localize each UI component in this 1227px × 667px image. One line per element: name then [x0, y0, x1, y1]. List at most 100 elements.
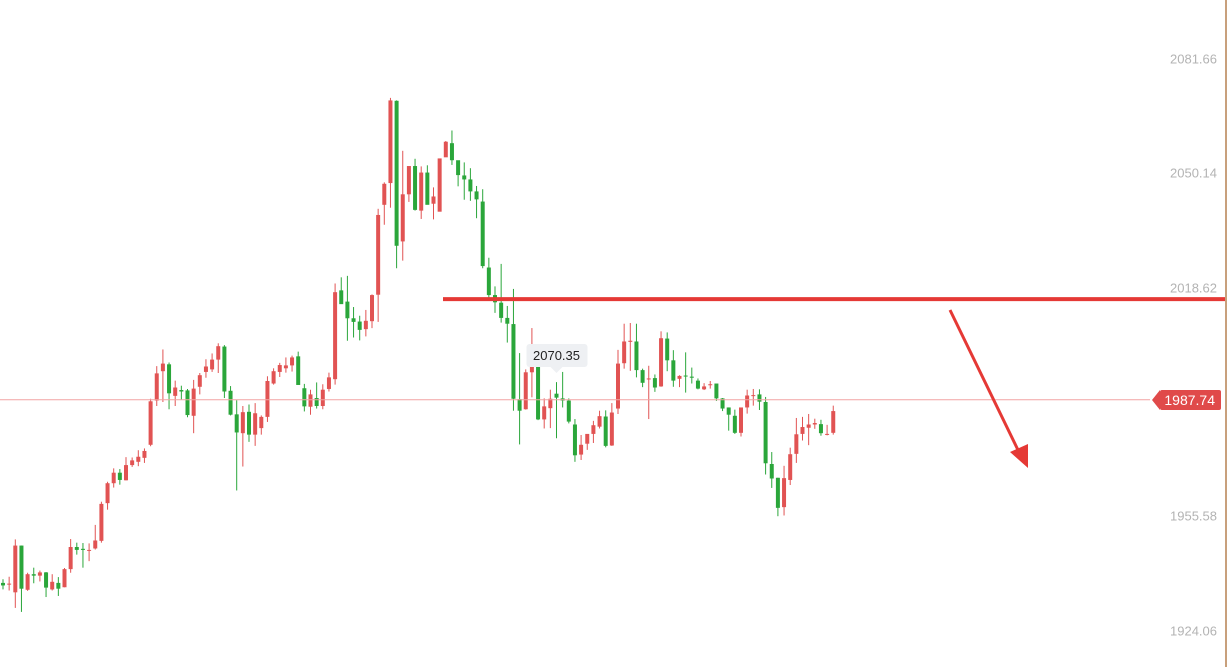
candle-body — [683, 375, 688, 377]
candle-body — [449, 143, 454, 161]
candle-body — [505, 317, 510, 324]
candle-body — [370, 295, 374, 322]
candle-body — [806, 424, 811, 428]
candle-body — [825, 433, 830, 435]
candle-body — [812, 423, 817, 425]
candle-body — [363, 320, 368, 330]
candle-body — [117, 472, 122, 480]
candle-body — [425, 172, 430, 205]
candle-body — [585, 433, 590, 444]
candle-body — [247, 411, 251, 435]
candle-body — [1, 582, 5, 586]
candle-body — [388, 100, 393, 184]
candle-body — [609, 412, 614, 446]
candle-body — [357, 321, 362, 330]
candle-body — [536, 353, 541, 420]
candle-body — [794, 434, 799, 454]
candle-body — [271, 371, 276, 384]
candle-body — [345, 301, 350, 319]
candle-body — [302, 388, 307, 407]
candle-body — [572, 424, 577, 456]
candle-body — [437, 158, 442, 212]
candle-body — [7, 583, 12, 585]
candle-body — [554, 393, 559, 398]
candle-body — [695, 380, 700, 389]
candle-body — [259, 416, 264, 429]
candle-body — [603, 416, 608, 446]
candle-body — [326, 377, 331, 389]
candle-body — [87, 549, 92, 551]
candle-body — [566, 400, 571, 422]
candle-body — [456, 160, 461, 176]
candle-body — [732, 415, 737, 433]
candle-body — [167, 364, 172, 394]
y-tick-label: 2050.14 — [1170, 165, 1217, 181]
candle-body — [419, 172, 424, 211]
candle-body — [634, 341, 639, 371]
candle-body — [548, 398, 553, 409]
candle-body — [671, 360, 676, 381]
candle-body — [763, 402, 768, 464]
candle-body — [74, 547, 79, 550]
y-tick-label: 1955.58 — [1170, 508, 1217, 524]
candle-body — [486, 267, 491, 296]
candle-body — [56, 582, 61, 589]
chart-right-border — [1225, 0, 1227, 667]
candle-body — [253, 413, 258, 435]
candle-body — [646, 378, 651, 380]
candle-body — [314, 398, 319, 406]
candle-body — [474, 191, 479, 200]
candle-body — [210, 359, 215, 370]
candle-body — [25, 574, 30, 590]
candle-body — [339, 290, 344, 305]
candle-body — [499, 302, 504, 318]
candle-body — [44, 572, 49, 588]
candle-body — [597, 416, 602, 427]
candle-body — [265, 380, 270, 417]
candle-body — [148, 401, 153, 445]
candle-body — [142, 450, 147, 458]
candle-body — [203, 366, 208, 372]
candle-body — [185, 390, 190, 416]
candle-body — [757, 394, 762, 402]
candle-body — [517, 399, 522, 411]
candle-body — [136, 456, 141, 462]
candle-body — [93, 540, 98, 549]
candle-body — [234, 414, 239, 433]
candle-body — [628, 340, 633, 342]
candle-body — [739, 407, 743, 433]
candle-body — [431, 196, 436, 204]
candle-body — [216, 346, 221, 360]
candle-body — [708, 384, 713, 386]
candle-body — [394, 100, 399, 246]
candle-body — [68, 547, 73, 570]
candle-body — [769, 464, 774, 479]
candle-body — [689, 376, 694, 378]
candle-body — [579, 444, 584, 455]
candle-body — [413, 166, 418, 210]
candle-body — [652, 378, 657, 388]
candle-body — [308, 394, 313, 407]
candle-body — [37, 572, 42, 576]
candle-body — [616, 363, 620, 409]
candle-body — [124, 465, 128, 481]
candle-body — [222, 346, 227, 392]
candle-body — [782, 478, 787, 508]
candle-body — [462, 175, 467, 180]
candle-body — [320, 389, 325, 406]
down-arrow-annotation — [948, 309, 1028, 468]
candle-body — [726, 407, 731, 415]
candle-body — [290, 357, 295, 366]
candle-body — [191, 388, 196, 416]
candle-body — [523, 372, 528, 410]
candle-body — [831, 411, 836, 433]
candle-body — [659, 338, 664, 387]
y-tick-label: 2018.62 — [1170, 280, 1217, 296]
candle-body — [333, 292, 338, 380]
candle-body — [788, 454, 793, 480]
candles-layer — [1, 97, 836, 612]
candle-body — [130, 460, 135, 466]
y-tick-label: 2081.66 — [1170, 51, 1217, 67]
candle-body — [111, 472, 116, 484]
candle-body — [80, 548, 85, 550]
